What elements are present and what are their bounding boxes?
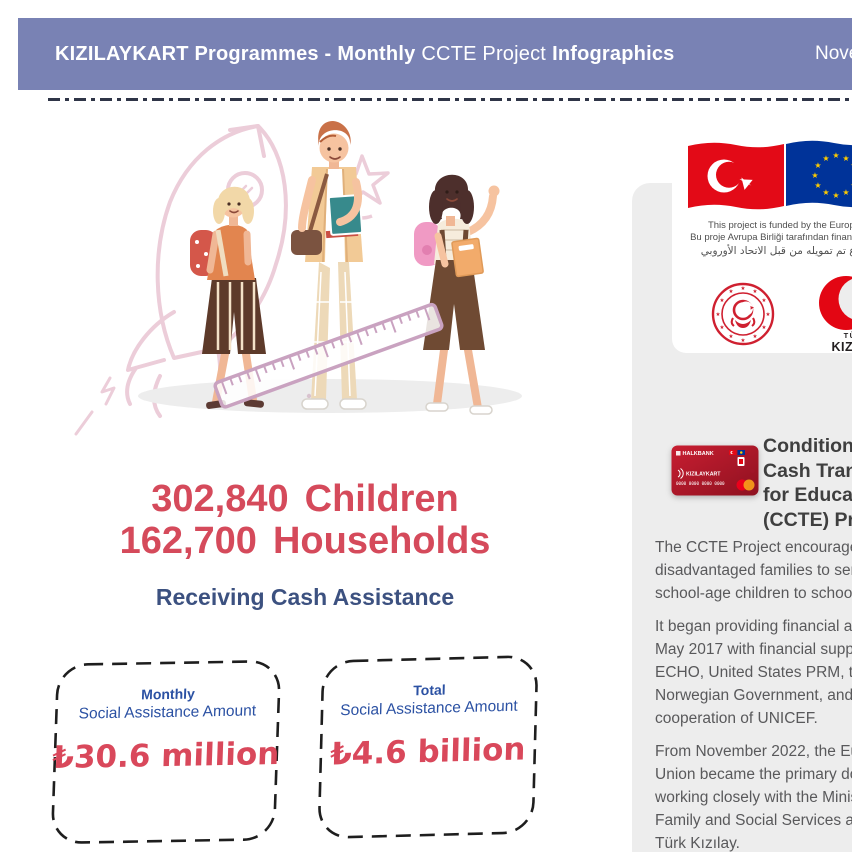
funding-text-tr: Bu proje Avrupa Birliği tarafından finan… — [690, 232, 852, 243]
title-infographics: Infographics — [552, 42, 675, 65]
svg-text:★: ★ — [753, 289, 758, 295]
card-bank-name: HALKBANK — [683, 451, 714, 457]
girl-right-figure — [414, 174, 500, 415]
children-walking-illustration — [74, 121, 522, 436]
flags: ★★★ ★★★ ★★★ ★★★ — [688, 140, 852, 210]
svg-text:★: ★ — [811, 171, 818, 180]
paragraph-line: Family and Social Services and the — [655, 812, 852, 829]
report-date: November — [815, 43, 852, 64]
total-amount-box: Total Social Assistance Amount ₺4.6 bill… — [316, 653, 541, 841]
svg-text:★: ★ — [762, 298, 767, 304]
program-title-line: (CCTE) Project — [763, 508, 852, 531]
paragraph-line: Türk Kızılay. — [655, 835, 740, 852]
paragraph-line: cooperation of UNICEF. — [655, 710, 818, 727]
card-brand-name: KIZILAYKART — [686, 472, 721, 478]
ministry-emblem-icon: ★ ★ ★ ★ ★ ★ ★ ★ ★ ★ ★ ★ — [711, 282, 775, 346]
svg-text:★: ★ — [766, 312, 771, 318]
title-monthly: Monthly — [337, 42, 416, 65]
girl-left-figure — [190, 186, 266, 409]
paragraph-2: It began providing financial assistance … — [655, 615, 852, 730]
program-title-line: for Education — [763, 484, 852, 506]
svg-text:★: ★ — [832, 191, 839, 200]
svg-text:★: ★ — [729, 334, 734, 340]
monthly-box-title: Monthly — [140, 685, 196, 703]
monthly-amount-value: ₺30.6 million — [51, 736, 280, 776]
households-stat: 162,700 Households — [40, 520, 570, 562]
header-bar: KIZILAYKART Programmes - Monthly CCTE Pr… — [18, 18, 852, 90]
funding-statement: This project is funded by the European U… — [672, 220, 852, 259]
svg-text:★: ★ — [842, 188, 849, 197]
paragraph-line: Union became the primary donor, — [655, 766, 852, 783]
ground-shadow — [138, 379, 522, 413]
svg-text:★: ★ — [762, 325, 767, 331]
kizilaykart-card: HALKBANK KIZILAYKART 0000 0000 0000 0000 — [671, 445, 759, 496]
paragraph-line: working closely with the Ministry of — [655, 789, 852, 806]
kizilay-wordmark: TÜRK KIZILAY — [812, 331, 852, 354]
turkey-flag-icon — [688, 142, 784, 210]
svg-text:★: ★ — [716, 312, 721, 318]
title-project: CCTE Project — [421, 42, 547, 65]
paragraph-line: school-age children to school regularly. — [655, 585, 852, 602]
dashed-separator — [48, 98, 852, 101]
eu-flag-icon: ★★★ ★★★ ★★★ ★★★ — [786, 140, 852, 208]
paragraph-3: From November 2022, the European Union b… — [655, 740, 852, 852]
monthly-amount-box: Monthly Social Assistance Amount ₺30.6 m… — [49, 658, 283, 846]
paragraph-line: The CCTE Project encourages financially — [655, 539, 852, 556]
svg-text:★: ★ — [741, 338, 746, 344]
program-title-line: Conditional — [763, 435, 852, 457]
svg-text:★: ★ — [729, 289, 734, 295]
program-description: The CCTE Project encourages financially … — [655, 536, 852, 852]
paragraph-line: disadvantaged families to send their — [655, 562, 852, 579]
svg-text:★: ★ — [822, 154, 829, 163]
stats-caption: Receiving Cash Assistance — [155, 584, 455, 610]
monthly-box-subtitle: Social Assistance Amount — [78, 702, 257, 723]
kizilay-word-turk: TÜRK — [843, 331, 852, 340]
svg-text:★: ★ — [814, 181, 821, 190]
paragraph-line: May 2017 with financial support from — [655, 641, 852, 658]
paragraph-line: ECHO, United States PRM, the — [655, 664, 852, 681]
paragraph-1: The CCTE Project encourages financially … — [655, 536, 852, 605]
total-amount-value: ₺4.6 billion — [329, 731, 526, 773]
svg-text:★: ★ — [842, 154, 849, 163]
funding-text-en: This project is funded by the European U… — [707, 220, 852, 231]
beneficiary-stats: 302,840 Children 162,700 Households Receiv… — [40, 478, 570, 611]
svg-text:★: ★ — [741, 286, 746, 292]
svg-text:★: ★ — [822, 188, 829, 197]
paragraph-line: Norwegian Government, and the — [655, 687, 852, 704]
kizilay-crescent-icon — [819, 276, 852, 330]
svg-text:★: ★ — [850, 181, 852, 190]
ruler-sketch-icon — [213, 302, 444, 409]
children-value: 302,840 — [151, 478, 289, 520]
children-label: Children — [304, 478, 459, 520]
paragraph-line: From November 2022, the European — [655, 743, 852, 760]
paragraph-line: It began providing financial assistance … — [655, 618, 852, 635]
title-brand: KIZILAYKART Programmes - — [55, 42, 332, 65]
svg-text:★: ★ — [753, 334, 758, 340]
households-value: 162,700 — [119, 520, 257, 562]
card-digits: 0000 0000 0000 0000 — [676, 481, 725, 487]
program-title: Conditional Cash Transfer for Education … — [763, 434, 852, 532]
households-label: Households — [272, 520, 491, 562]
svg-text:★: ★ — [832, 151, 839, 160]
svg-text:★: ★ — [720, 298, 725, 304]
kizilay-word-kizilay: KIZILAY — [831, 340, 852, 354]
funding-text-ar: هذا المشروع تم تمويله من قبل الاتحاد الأ… — [700, 245, 852, 257]
svg-text:★: ★ — [850, 161, 852, 170]
page-title: KIZILAYKART Programmes - Monthly CCTE Pr… — [55, 18, 674, 90]
svg-text:★: ★ — [720, 325, 725, 331]
program-title-line: Cash Transfer — [763, 459, 852, 482]
svg-text:★: ★ — [814, 161, 821, 170]
total-box-subtitle: Social Assistance Amount — [340, 697, 518, 720]
children-stat: 302,840 Children — [40, 478, 570, 520]
